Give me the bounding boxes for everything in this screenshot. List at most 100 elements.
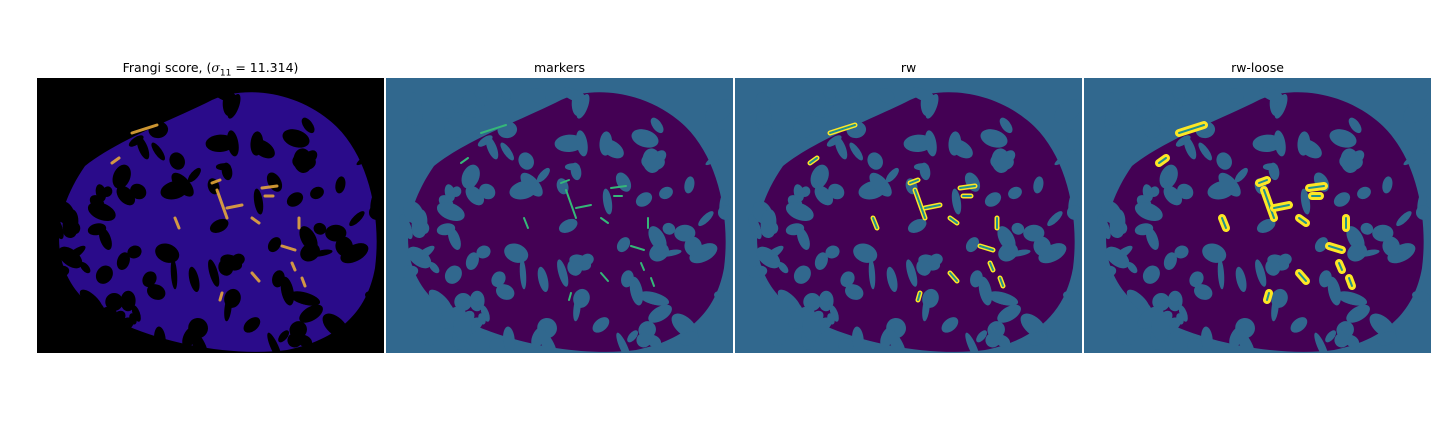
tissue-hole <box>592 317 610 333</box>
tissue-hole <box>867 152 883 170</box>
tissue-hole <box>520 172 543 197</box>
tissue-hole <box>250 131 264 156</box>
tissue-hole <box>1416 129 1429 154</box>
tissue-hole <box>313 222 327 235</box>
tissue-hole <box>142 271 157 288</box>
tissue-hole <box>365 290 383 302</box>
vessel-core <box>1221 217 1227 229</box>
tissue-hole <box>90 306 117 329</box>
tissue-hole <box>978 276 993 306</box>
tissue-hole <box>561 87 588 103</box>
tissue-hole <box>465 252 479 270</box>
tissue-hole <box>627 330 639 343</box>
vessel-core <box>1298 272 1307 282</box>
tissue-hole <box>1348 117 1362 134</box>
tissue-hole <box>1167 290 1183 312</box>
tissue-hole <box>1382 236 1400 257</box>
tissue-hole <box>906 259 918 287</box>
tissue-hole <box>602 188 613 215</box>
tissue-hole <box>356 99 384 124</box>
tissue-hole <box>849 142 863 161</box>
tissue-hole <box>631 129 659 148</box>
tissue-hole <box>1097 214 1111 240</box>
tissue-hole <box>1201 326 1213 353</box>
tissue-hole <box>1136 102 1153 119</box>
vessel-marker <box>460 157 469 164</box>
tissue-hole <box>648 304 672 323</box>
vessel-segments <box>1155 121 1356 304</box>
vessel-core <box>1178 124 1205 134</box>
tissue-hole <box>853 243 878 263</box>
tissue-hole <box>989 292 1018 306</box>
rw-canvas <box>735 78 1082 353</box>
tissue-hole <box>814 185 834 206</box>
tissue-hole <box>998 243 1018 262</box>
tissue-hole <box>705 99 733 124</box>
tissue-hole <box>368 205 384 220</box>
tissue-hole <box>1177 183 1194 200</box>
tissue-hole <box>479 183 496 200</box>
tissue-hole <box>227 130 239 157</box>
tissue-hole <box>869 172 892 197</box>
tissue-hole <box>1189 271 1204 288</box>
tissue-hole <box>267 332 282 353</box>
tissue-hole <box>1163 252 1177 270</box>
tissue-hole <box>406 92 422 113</box>
tissue-hole <box>1236 329 1255 353</box>
tissue-hole <box>1412 290 1430 302</box>
vessel-marker <box>600 272 609 282</box>
vessel-marker <box>575 204 592 209</box>
tissue-hole <box>1377 331 1397 346</box>
tissue-hole <box>335 236 353 257</box>
tissue-hole <box>756 246 781 269</box>
tissue-hole <box>1109 209 1126 238</box>
tissue-hole <box>1202 243 1227 263</box>
vessel-core <box>949 272 958 282</box>
tissue-hole <box>1161 91 1175 114</box>
tissue-hole <box>1403 99 1431 124</box>
tissue-hole <box>1008 186 1022 200</box>
tissue-hole <box>684 236 702 257</box>
tissue-hole <box>444 120 463 139</box>
tissue-hole <box>501 90 512 101</box>
tissue-hole <box>810 164 829 189</box>
tissue-hole <box>621 270 634 288</box>
tissue-hole <box>411 209 428 238</box>
vessel-marker <box>610 185 627 189</box>
tissue-hole <box>1357 186 1371 200</box>
tissue-hole <box>999 117 1013 134</box>
vessel-segments <box>110 123 307 302</box>
panel-title-markers: markers <box>533 60 586 75</box>
vessel-response <box>260 184 279 190</box>
tissue-hole <box>564 163 580 171</box>
tissue-hole <box>287 332 303 348</box>
tissue-hole <box>89 102 106 119</box>
tissue-hole <box>640 292 669 306</box>
vessel-marker <box>523 217 529 229</box>
tissue-hole <box>886 266 898 293</box>
vessel-core <box>872 217 878 229</box>
tissue-hole <box>1199 90 1210 101</box>
panel-title-rw-loose: rw-loose <box>1231 60 1284 75</box>
tissue-hole <box>1163 185 1183 206</box>
tissue-hole <box>1198 142 1212 161</box>
tissue-hole <box>922 288 939 308</box>
tissue-hole <box>491 271 506 288</box>
tissue-hole <box>1300 188 1311 215</box>
tissue-hole <box>629 276 644 306</box>
tissue-hole <box>980 129 1008 148</box>
rw-loose-canvas <box>1084 78 1431 353</box>
tissue-hole <box>1142 184 1154 202</box>
tissue-hole <box>399 214 413 240</box>
rw-image <box>735 78 1082 353</box>
tissue-hole <box>519 258 527 290</box>
tissue-holes <box>1097 86 1431 353</box>
tissue-hole <box>910 87 937 103</box>
tissue-hole <box>812 91 826 114</box>
tissue-hole <box>1054 99 1082 124</box>
tissue-hole <box>814 252 828 270</box>
tissue-hole <box>850 90 861 101</box>
tissue-hole <box>965 332 980 353</box>
tissue-hole <box>793 120 812 139</box>
tissue-hole <box>436 223 456 236</box>
